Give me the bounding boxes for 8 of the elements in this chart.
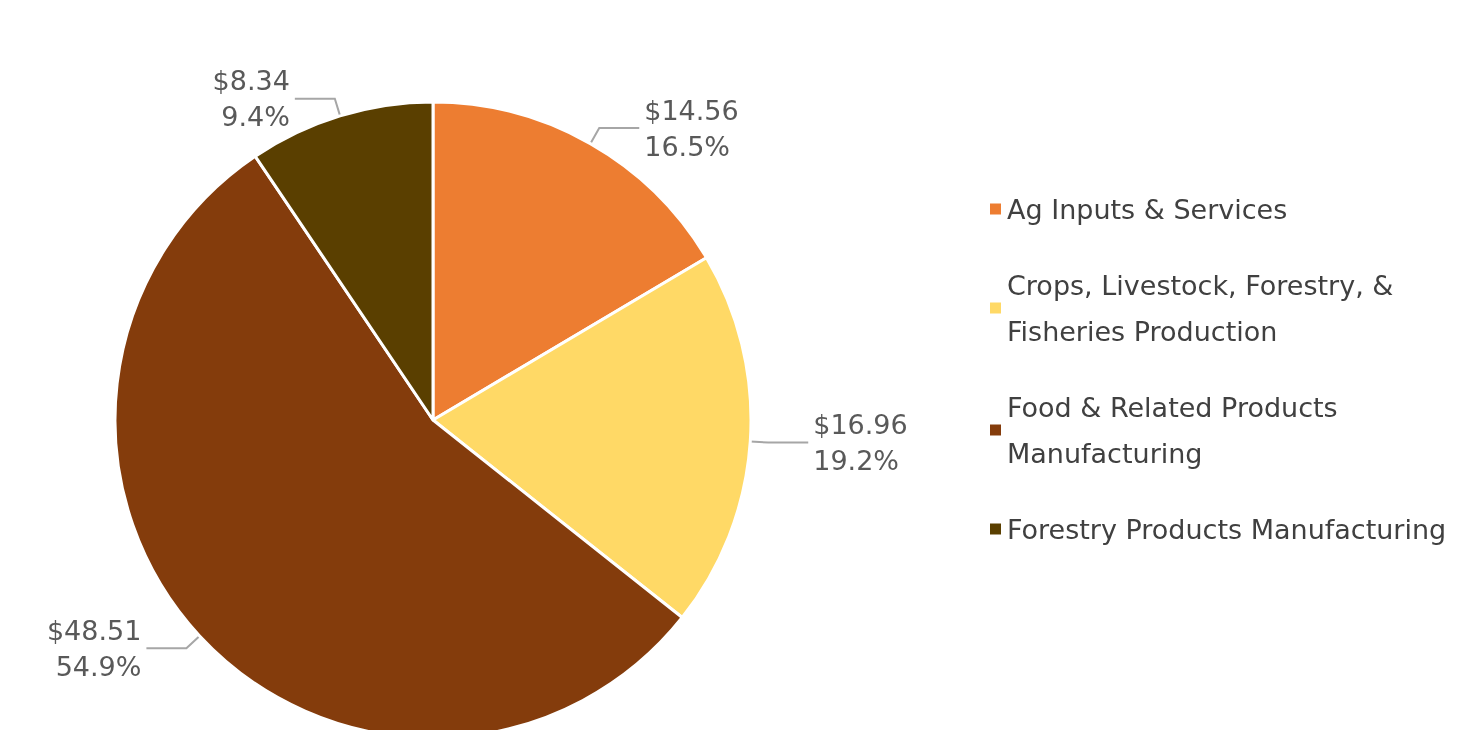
data-label: $48.51 54.9% [46, 614, 142, 682]
legend-label: Crops, Livestock, Forestry, & Fisheries Production [1007, 269, 1402, 347]
legend-label: Forestry Products Manufacturing [1007, 513, 1447, 545]
legend-label: Ag Inputs & Services [1007, 193, 1288, 225]
data-label: $8.34 9.4% [212, 65, 290, 133]
legend-label: Food & Related Products Manufacturing [1007, 391, 1347, 469]
data-label: $14.56 16.5% [644, 94, 739, 162]
data-label: $16.96 19.2% [813, 409, 908, 477]
